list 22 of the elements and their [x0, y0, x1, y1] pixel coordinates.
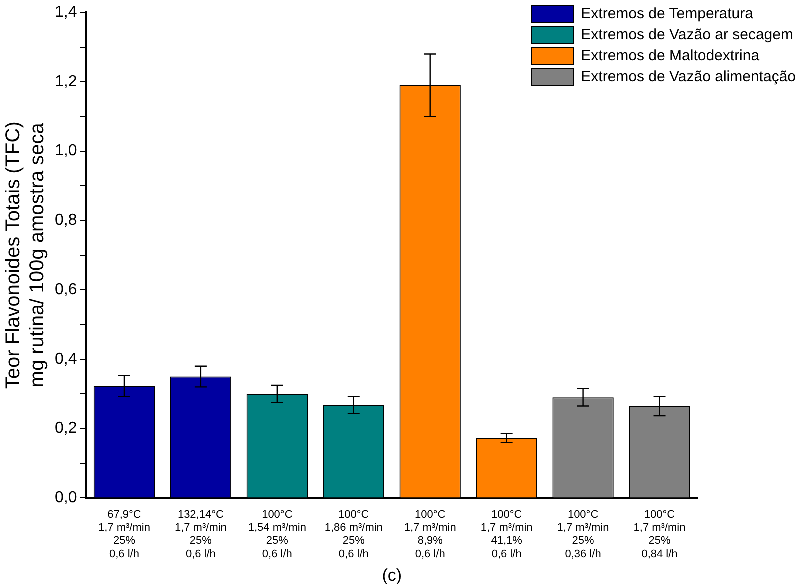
text: (c) — [382, 566, 402, 586]
x-tick-label: 132,14°C 1,7 m³/min 25% 0,6 l/h — [174, 508, 227, 560]
x-tick-label: 100°C 1,7 m³/min 41,1% 0,6 l/h — [480, 508, 533, 560]
x-tick-label: 67,9°C 1,7 m³/min 25% 0,6 l/h — [98, 508, 150, 560]
x-tick-label: 100°C 1,7 m³/min 25% 0,36 l/h — [557, 508, 610, 560]
y-tick-label: 0,6 — [54, 281, 78, 298]
x-tick-label: 100°C 1,7 m³/min 8,9% 0,6 l/h — [404, 508, 456, 560]
x-tick-label: 100°C 1,86 m³/min 25% 0,6 l/h — [324, 508, 383, 560]
y-tick-label: 0,2 — [54, 420, 78, 438]
y-tick-label: 1,0 — [54, 142, 78, 160]
x-tick-label: 100°C 1,54 m³/min 25% 0,6 l/h — [248, 508, 306, 560]
legend-label: Extremos de Vazão ar secagem — [581, 26, 794, 44]
y-tick-label: 0,8 — [54, 212, 78, 230]
x-tick-label: 100°C 1,7 m³/min 25% 0,84 l/h — [634, 508, 686, 560]
y-tick-label: 0,4 — [54, 350, 78, 368]
y-axis-title: Teor Flavonoides Totais (TFC) mg rutina/ 100g amostra seca — [2, 122, 49, 390]
legend-label: Extremos de Maltodextrina — [581, 48, 760, 65]
legend-label: Extremos de Vazão alimentação — [581, 68, 796, 86]
y-tick-label: 0,0 — [54, 490, 78, 507]
legend-label: Extremos de Temperatura — [581, 6, 754, 23]
y-tick-label: 1,2 — [54, 73, 78, 90]
y-tick-label: 1,4 — [54, 4, 78, 22]
